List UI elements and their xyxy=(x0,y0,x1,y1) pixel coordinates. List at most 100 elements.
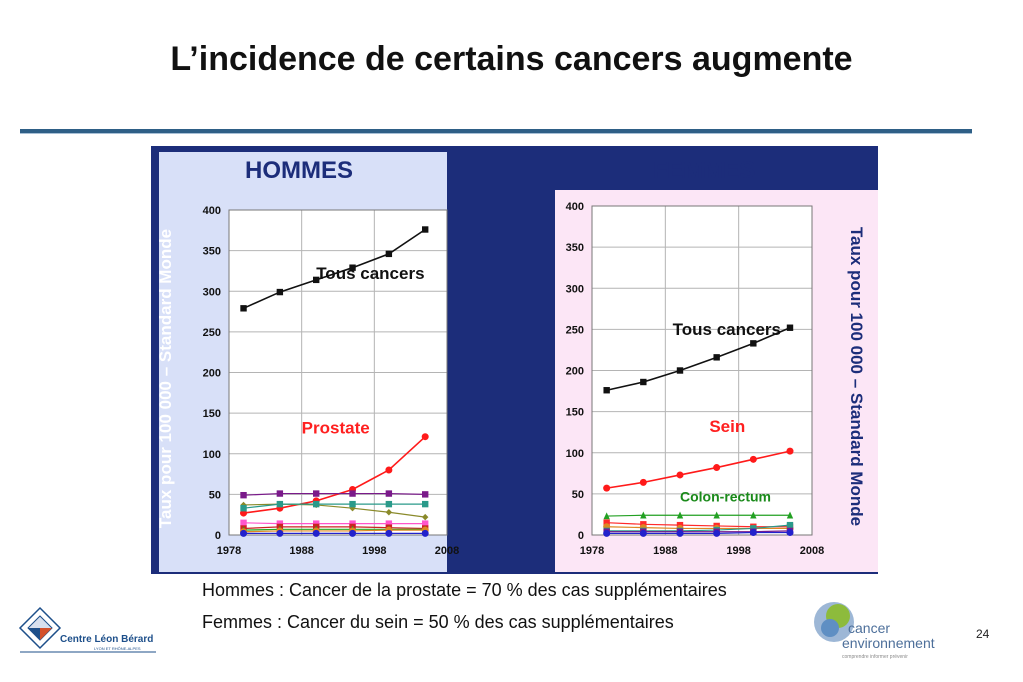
hommes-tous-cancers-point xyxy=(385,250,393,258)
caption-femmes: Femmes : Cancer du sein = 50 % des cas s… xyxy=(202,612,674,632)
hommes-series-6-point xyxy=(313,520,320,527)
femmes-series-4-line xyxy=(606,522,790,528)
page-number: 24 xyxy=(976,627,990,641)
femmes-sein-point xyxy=(603,484,611,492)
hommes-series-3-point xyxy=(385,490,393,497)
chart-panel: HOMMES 0 50 100 150 200 250 300 350 400 1978 1988 19… xyxy=(151,146,878,574)
hommes-series-6-line xyxy=(243,522,426,525)
clb-logo-mark: Centre Léon Bérard LYON ET RHÔNE-ALPES xyxy=(18,606,156,653)
hommes-ytick-label: 0 xyxy=(215,530,221,542)
femmes-chart: FEMMES 0 50 100 150 200 250 300 350 400 1978 1988 19… xyxy=(555,157,866,572)
femmes-series-6-point xyxy=(750,525,757,532)
hommes-xtick-label: 1998 xyxy=(362,545,386,557)
hommes-chart: HOMMES 0 50 100 150 200 250 300 350 400 1978 1988 19… xyxy=(156,152,459,572)
femmes-sein-point xyxy=(639,478,647,486)
hommes-chart-title: HOMMES xyxy=(245,157,353,184)
hommes-series-10-point xyxy=(421,529,429,537)
hommes-xtick-label: 1978 xyxy=(217,545,241,557)
femmes-ytick-label: 400 xyxy=(566,201,584,213)
hommes-series-8-line xyxy=(243,528,426,531)
hommes-series-5-line xyxy=(243,503,426,509)
hommes-tous-cancers-line xyxy=(243,228,426,310)
hommes-series-5-point xyxy=(349,500,356,508)
hommes-series-3-point xyxy=(240,491,247,499)
clb-logo-sub: LYON ET RHÔNE-ALPES xyxy=(94,646,141,651)
femmes-sein-point xyxy=(749,455,757,463)
femmes-colon-rectum-point xyxy=(786,511,794,519)
femmes-xtick-label: 1978 xyxy=(580,545,604,557)
hommes-ytick-label: 350 xyxy=(203,246,221,258)
hommes-series-10-point xyxy=(385,529,393,537)
femmes-sein-point xyxy=(786,447,794,455)
femmes-ytick-label: 200 xyxy=(566,366,584,378)
femmes-sein-line xyxy=(606,450,791,489)
femmes-series-8-point xyxy=(676,529,684,537)
hommes-series-3-point xyxy=(313,490,320,497)
hommes-annotation-prostate: Prostate xyxy=(302,418,370,437)
hommes-series-5-point xyxy=(422,500,429,508)
ce-logo-mark: cancer environnement comprendre informer… xyxy=(814,602,935,660)
femmes-tous-cancers-point xyxy=(676,367,684,374)
femmes-annotation-colon-rectum: Colon-rectum xyxy=(680,488,771,504)
hommes-series-10-point xyxy=(276,529,284,537)
femmes-colon-rectum-point xyxy=(750,511,757,519)
hommes-series-4-point xyxy=(422,513,429,521)
femmes-ytick-label: 100 xyxy=(566,448,584,460)
femmes-xtick-label: 2008 xyxy=(800,545,824,557)
ce-logo-line2: environnement xyxy=(842,635,935,651)
femmes-series-4-point xyxy=(603,519,610,526)
hommes-series-3-point xyxy=(422,491,429,498)
femmes-series-8-point xyxy=(603,529,611,537)
femmes-ytick-label: 350 xyxy=(566,242,584,254)
femmes-tous-cancers-point xyxy=(786,324,794,331)
femmes-colon-rectum-point xyxy=(603,512,610,520)
femmes-annotation-tous-cancers: Tous cancers xyxy=(673,320,781,339)
femmes-series-8-point xyxy=(749,529,757,537)
hommes-plot-border xyxy=(228,209,448,536)
hommes-ytick-label: 300 xyxy=(203,286,221,298)
cancer-environnement-logo: cancer environnement comprendre informer… xyxy=(812,598,957,664)
hommes-prostate-line xyxy=(243,436,426,514)
femmes-colon-rectum-line xyxy=(606,514,790,517)
femmes-sein-point xyxy=(676,471,684,479)
femmes-series-7-line xyxy=(606,530,791,533)
hommes-ytick-label: 250 xyxy=(203,327,221,339)
femmes-colon-rectum-point xyxy=(676,511,684,519)
hommes-series-3-point xyxy=(349,490,356,497)
femmes-plot-border xyxy=(591,205,813,536)
hommes-xtick-label: 1988 xyxy=(289,545,313,557)
title-divider xyxy=(20,129,972,134)
femmes-series-6-point xyxy=(786,521,794,529)
hommes-xtick-label: 2008 xyxy=(435,545,459,557)
femmes-ytick-label: 50 xyxy=(572,489,584,501)
hommes-annotation-tous-cancers: Tous cancers xyxy=(316,264,424,283)
caption-hommes: Hommes : Cancer de la prostate = 70 % de… xyxy=(202,580,727,600)
hommes-series-10-point xyxy=(312,529,320,537)
clb-logo-name: Centre Léon Bérard xyxy=(60,634,153,645)
hommes-series-6-point xyxy=(276,520,284,527)
femmes-colon-rectum-point xyxy=(713,511,720,519)
hommes-series-6-point xyxy=(240,519,247,527)
femmes-annotation-sein: Sein xyxy=(709,417,745,436)
femmes-tous-cancers-point xyxy=(713,354,720,361)
hommes-ytick-label: 400 xyxy=(203,205,221,217)
hommes-series-6-point xyxy=(422,520,429,527)
femmes-xtick-label: 1988 xyxy=(653,545,677,557)
hommes-series-5-point xyxy=(313,500,320,508)
femmes-ylabel: Taux pour 100 000 – Standard Monde xyxy=(847,227,866,526)
femmes-series-8-point xyxy=(786,529,794,537)
hommes-series-5-point xyxy=(240,504,247,512)
femmes-ytick-label: 0 xyxy=(578,530,584,542)
femmes-xtick-label: 1998 xyxy=(726,545,750,557)
hommes-series-6-point xyxy=(385,520,393,527)
femmes-ytick-label: 150 xyxy=(566,407,584,419)
hommes-series-5-point xyxy=(385,500,393,508)
incidence-charts: HOMMES 0 50 100 150 200 250 300 350 400 1978 1988 19… xyxy=(156,152,878,572)
hommes-ytick-label: 50 xyxy=(209,489,221,501)
hommes-series-9-line xyxy=(243,529,426,533)
femmes-sein-point xyxy=(713,464,721,472)
femmes-ytick-label: 250 xyxy=(566,324,584,336)
femmes-side-band xyxy=(827,190,878,572)
femmes-tous-cancers-point xyxy=(750,340,757,347)
hommes-tous-cancers-point xyxy=(313,276,320,284)
